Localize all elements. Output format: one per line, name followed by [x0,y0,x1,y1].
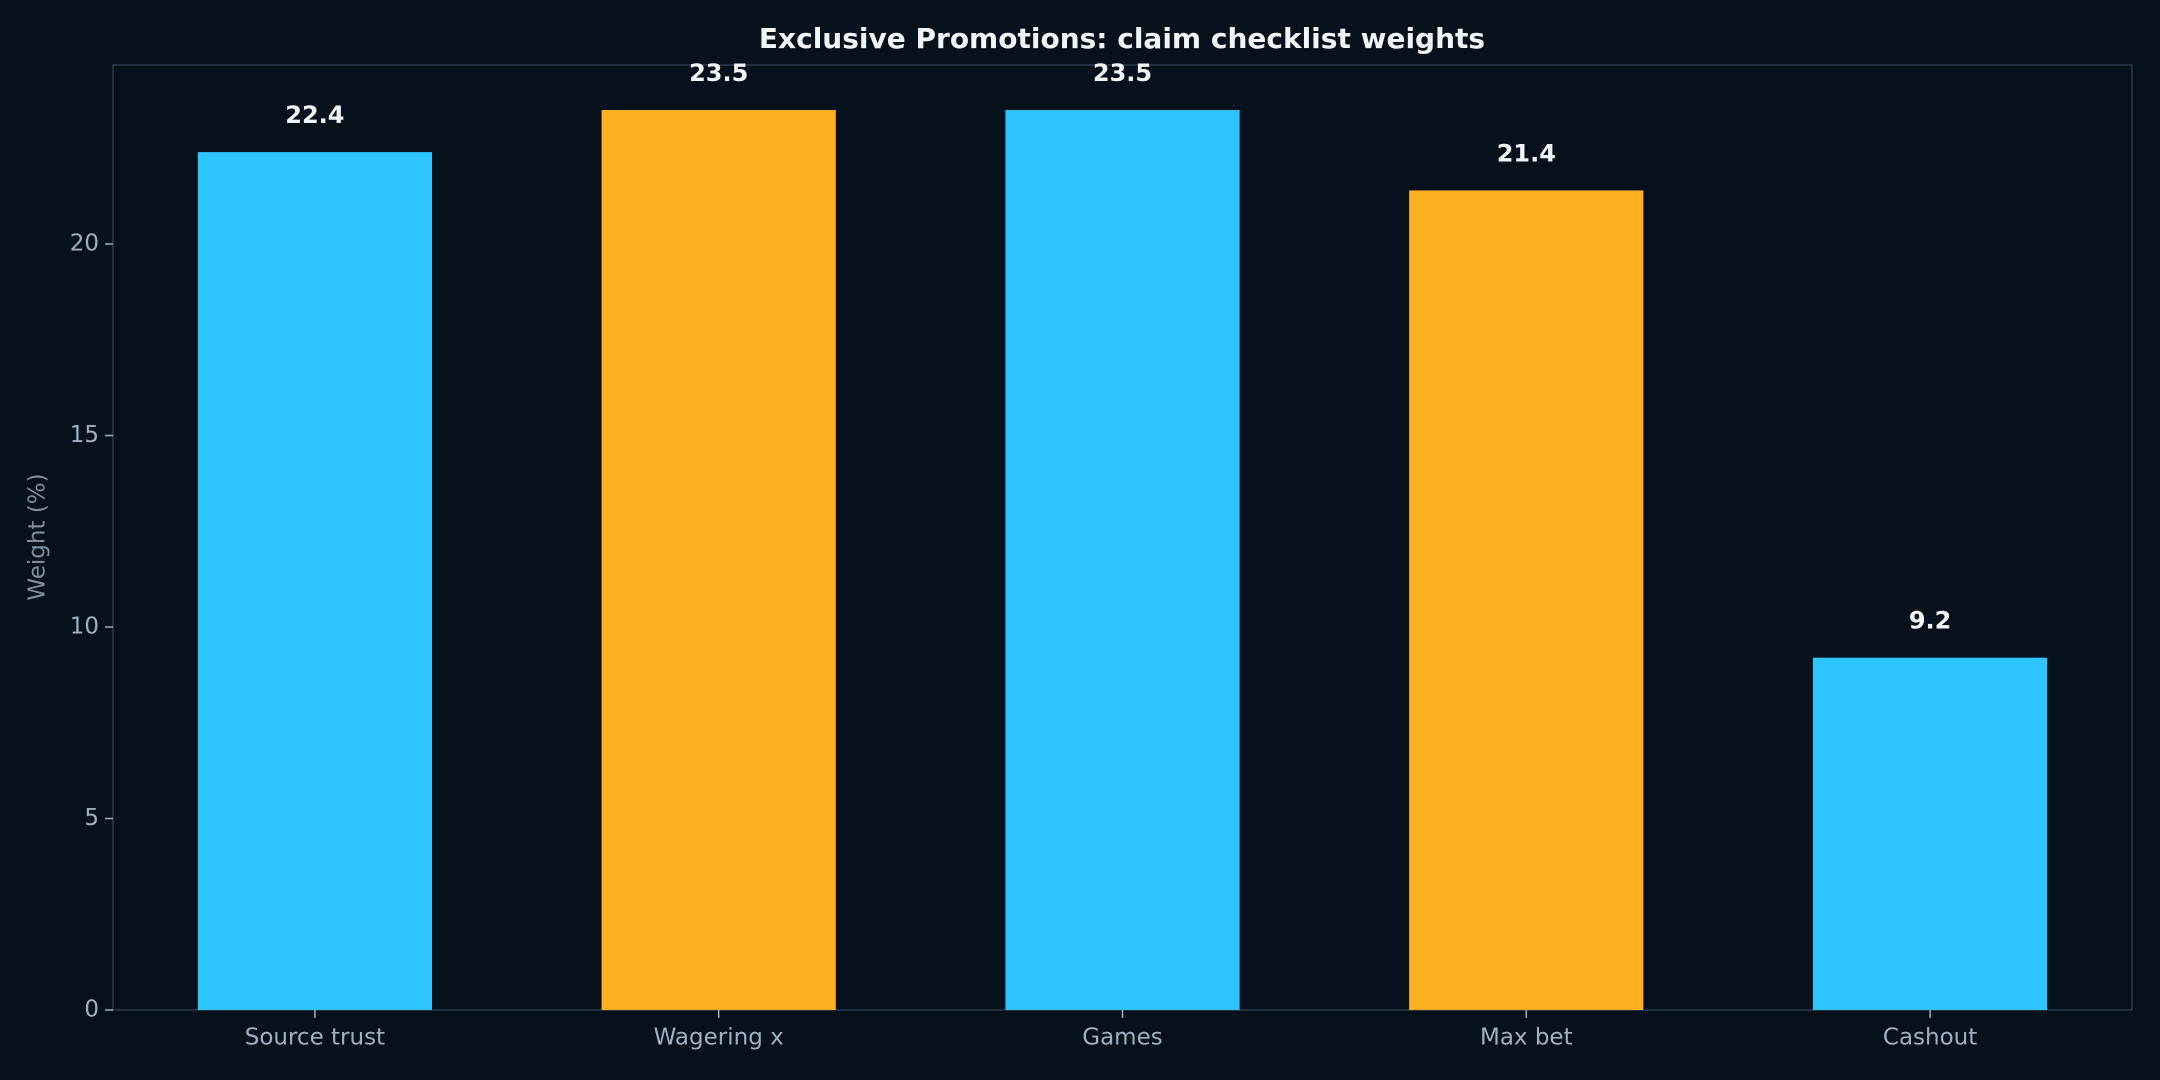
y-tick-label: 10 [70,614,99,640]
y-tick-label: 15 [70,422,99,448]
chart-title: Exclusive Promotions: claim checklist we… [759,22,1485,55]
y-tick-label: 5 [84,805,99,831]
value-label: 22.4 [285,101,344,129]
bar [601,110,836,1010]
x-tick-label: Cashout [1883,1025,1977,1051]
value-label: 23.5 [689,59,748,87]
x-tick-label: Max bet [1480,1025,1573,1051]
value-label: 21.4 [1497,139,1556,167]
x-tick-label: Source trust [245,1025,385,1051]
y-tick-label: 20 [70,231,99,257]
bar [1409,190,1644,1010]
bar [1812,657,2048,1010]
y-tick-label: 0 [84,997,99,1023]
x-tick-label: Wagering x [654,1025,784,1051]
bar [197,152,433,1010]
y-axis-label: Weight (%) [25,473,51,600]
value-label: 9.2 [1909,607,1952,635]
value-label: 23.5 [1093,59,1152,87]
bar [1005,110,1240,1010]
x-tick-label: Games [1082,1025,1162,1051]
